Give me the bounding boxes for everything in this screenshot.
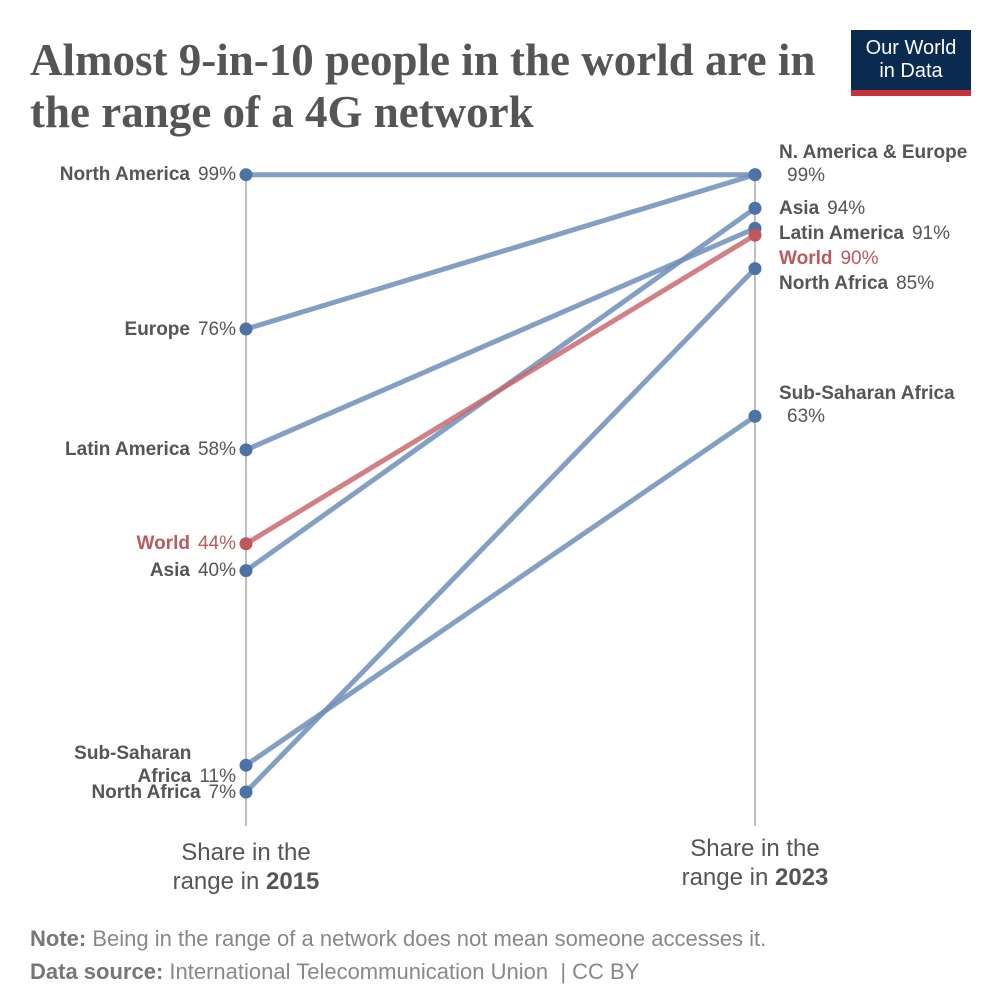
- point-label: Sub-Saharan Africa 11%: [6, 742, 236, 788]
- point: [239, 537, 253, 551]
- logo-text: Our World in Data: [865, 37, 957, 82]
- note-text: Being in the range of a network does not…: [92, 926, 767, 951]
- label-name: N. America & Europe: [779, 141, 968, 163]
- label-name: Latin America: [779, 222, 904, 244]
- point: [239, 758, 253, 772]
- axis-label: Share in the range in 2015: [161, 838, 331, 896]
- point: [748, 409, 762, 423]
- label-name: North Africa: [91, 781, 201, 803]
- label-name: World: [136, 533, 190, 555]
- point: [239, 785, 253, 799]
- point-label: World 90%: [779, 247, 994, 270]
- label-name: North Africa: [779, 272, 889, 294]
- label-value: 99%: [197, 164, 236, 186]
- label-name: Sub-Saharan Africa: [779, 383, 955, 405]
- point-label: North Africa 85%: [779, 272, 994, 295]
- point: [748, 168, 762, 182]
- point-label: Latin America 91%: [779, 222, 994, 245]
- label-value: 90%: [840, 247, 879, 269]
- point: [748, 262, 762, 276]
- label-name: Sub-Saharan Africa: [74, 743, 192, 788]
- label-value: 99%: [787, 164, 826, 186]
- axis-year: 2023: [775, 864, 829, 891]
- label-name: World: [779, 247, 833, 269]
- axis-label: Share in the range in 2023: [670, 834, 840, 892]
- label-name: Latin America: [65, 439, 190, 461]
- slope-line: [243, 232, 758, 547]
- point: [239, 443, 253, 457]
- point-label: N. America & Europe 99%: [779, 141, 994, 187]
- point-label: Latin America 58%: [6, 438, 236, 461]
- source-text: International Telecommunication Union | …: [169, 959, 640, 984]
- note: Note: Being in the range of a network do…: [30, 926, 766, 952]
- axis-year: 2015: [266, 868, 320, 895]
- label-value: 94%: [827, 197, 866, 219]
- point: [239, 322, 253, 336]
- point: [239, 564, 253, 578]
- label-value: 76%: [197, 318, 236, 340]
- label-name: North America: [59, 164, 190, 186]
- logo: Our World in Data: [851, 30, 971, 96]
- point-label: Europe 76%: [6, 318, 236, 341]
- point-label: Asia 94%: [779, 197, 994, 220]
- point-label: Sub-Saharan Africa 63%: [779, 382, 994, 428]
- slope-line: [243, 266, 758, 795]
- point-label: North America 99%: [6, 163, 236, 186]
- source: Data source: International Telecommunica…: [30, 959, 639, 985]
- slope-line: [243, 225, 758, 453]
- label-value: 44%: [197, 533, 236, 555]
- label-value: 7%: [208, 781, 236, 803]
- slope-line: [243, 172, 758, 332]
- label-name: Europe: [124, 318, 190, 340]
- point: [239, 168, 253, 182]
- label-value: 11%: [199, 766, 236, 788]
- label-name: Asia: [149, 560, 190, 582]
- point-label: World 44%: [6, 532, 236, 555]
- point-label: North Africa 7%: [6, 781, 236, 804]
- label-value: 85%: [896, 272, 935, 294]
- label-value: 91%: [911, 222, 950, 244]
- point: [748, 201, 762, 215]
- source-label: Data source:: [30, 959, 164, 984]
- point: [748, 228, 762, 242]
- label-value: 63%: [787, 406, 826, 428]
- label-value: 40%: [197, 560, 236, 582]
- axis-label-text: Share in the range in: [172, 839, 311, 895]
- chart-title: Almost 9-in-10 people in the world are i…: [30, 35, 816, 137]
- axis-label-text: Share in the range in: [681, 835, 820, 891]
- label-name: Asia: [779, 197, 820, 219]
- note-label: Note:: [30, 926, 87, 951]
- point-label: Asia 40%: [6, 559, 236, 582]
- label-value: 58%: [197, 439, 236, 461]
